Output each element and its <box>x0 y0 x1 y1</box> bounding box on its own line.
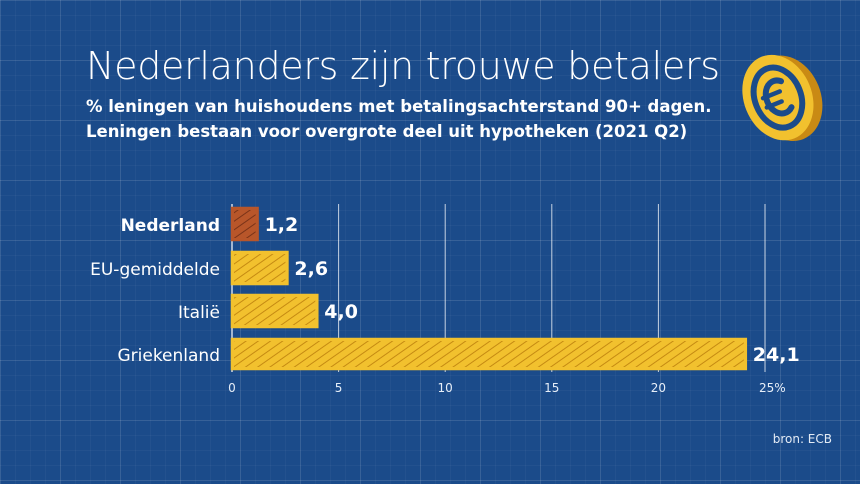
category-label: Italië <box>178 303 220 323</box>
x-tick-label: 0 <box>228 381 236 395</box>
bar-hatch <box>234 210 256 238</box>
category-label: Nederland <box>121 216 220 236</box>
chart-title: Nederlanders zijn trouwe betalers <box>86 44 720 88</box>
x-tick-label: 20 <box>651 381 666 395</box>
value-label: 1,2 <box>265 214 299 236</box>
bar-hatch <box>234 341 744 367</box>
x-tick-label: 10 <box>438 381 453 395</box>
chart-subtitle-line-2: Leningen bestaan voor overgrote deel uit… <box>86 122 688 141</box>
x-axis: 0 5 10 15 20 25% <box>228 204 786 395</box>
bar-hatch <box>234 254 286 282</box>
x-tick-label: 15 <box>544 381 559 395</box>
source-note: bron: ECB <box>772 432 832 446</box>
x-tick-label: 5 <box>335 381 343 395</box>
category-label: Griekenland <box>117 346 220 366</box>
bar-hatch <box>234 297 316 325</box>
chart-subtitle-line-1: % leningen van huishoudens met betalings… <box>86 97 712 116</box>
x-tick-label: 25% <box>759 381 786 395</box>
value-label: 2,6 <box>294 258 328 280</box>
value-label: 4,0 <box>324 301 358 323</box>
category-label: EU-gemiddelde <box>90 260 220 280</box>
value-label: 24,1 <box>753 344 800 366</box>
chart-bars: Nederland 1,2 EU-gemiddelde 2,6 Italië 4,0 Gri… <box>90 206 800 371</box>
euro-coin-icon <box>742 54 823 142</box>
